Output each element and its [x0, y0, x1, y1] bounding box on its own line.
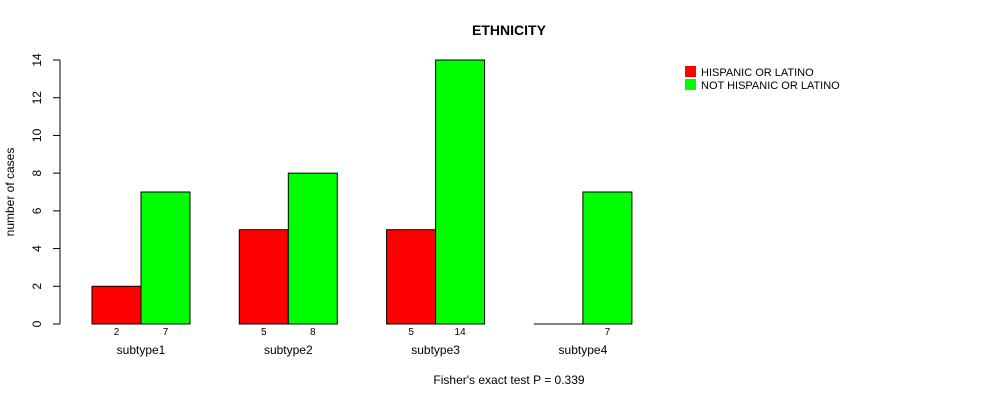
legend-label: HISPANIC OR LATINO — [701, 67, 814, 79]
value-label: 14 — [455, 327, 467, 338]
legend-label: NOT HISPANIC OR LATINO — [701, 80, 840, 92]
value-label: 8 — [310, 327, 316, 338]
value-label: 7 — [163, 327, 169, 338]
y-tick-label: 0 — [30, 320, 44, 327]
bar-subtype1-series1 — [91, 285, 142, 325]
y-tick-label: 8 — [30, 169, 44, 176]
x-category-label: subtype3 — [411, 343, 460, 357]
x-category-label: subtype2 — [264, 343, 313, 357]
y-tick-label: 6 — [30, 207, 44, 214]
bars-group — [91, 59, 633, 325]
bar-subtype1-series2 — [140, 191, 191, 325]
bar-subtype4-series2 — [582, 191, 633, 325]
y-tick-label: 4 — [30, 245, 44, 252]
y-tick-label: 14 — [30, 53, 44, 67]
legend-swatch — [685, 79, 696, 90]
chart-title: ETHNICITY — [472, 22, 547, 38]
bar-subtype3-series1 — [386, 229, 437, 325]
y-tick-label: 10 — [30, 128, 44, 142]
value-label: 7 — [605, 327, 611, 338]
x-category-label: subtype1 — [117, 343, 166, 357]
value-labels-group: 2 7 5 8 5 14 7 — [114, 327, 611, 338]
value-label: 2 — [114, 327, 120, 338]
x-category-label: subtype4 — [559, 343, 608, 357]
fisher-test-note: Fisher's exact test P = 0.339 — [433, 373, 584, 387]
y-tick-label: 2 — [30, 283, 44, 290]
x-axis-labels: subtype1 subtype2 subtype3 subtype4 — [117, 343, 608, 357]
y-axis: 0 2 4 6 8 10 12 14 — [30, 53, 61, 327]
bar-subtype3-series2 — [435, 59, 486, 325]
legend-swatch — [685, 66, 696, 77]
y-axis-label: number of cases — [3, 148, 17, 237]
value-label: 5 — [408, 327, 414, 338]
value-label: 5 — [261, 327, 267, 338]
y-tick-label: 12 — [30, 91, 44, 105]
bar-subtype2-series2 — [287, 172, 338, 325]
bar-subtype2-series1 — [238, 229, 289, 325]
